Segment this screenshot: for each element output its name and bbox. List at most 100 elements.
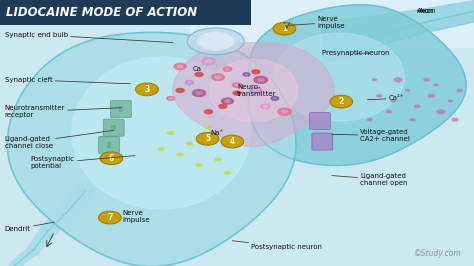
Circle shape — [232, 82, 242, 88]
Circle shape — [257, 78, 264, 82]
Circle shape — [376, 94, 383, 98]
Text: LIDOCAINE MODE OF ACTION: LIDOCAINE MODE OF ACTION — [6, 6, 197, 19]
Circle shape — [393, 77, 403, 82]
Text: 5: 5 — [205, 134, 210, 143]
FancyBboxPatch shape — [103, 119, 124, 136]
Polygon shape — [173, 43, 334, 147]
Circle shape — [196, 132, 219, 145]
Polygon shape — [248, 5, 466, 165]
Circle shape — [242, 72, 251, 77]
Text: Dendrit: Dendrit — [5, 222, 55, 232]
FancyBboxPatch shape — [190, 0, 474, 48]
Circle shape — [260, 103, 271, 109]
Circle shape — [192, 89, 206, 97]
Circle shape — [176, 152, 184, 156]
Circle shape — [100, 152, 123, 165]
Circle shape — [211, 73, 225, 81]
Circle shape — [281, 110, 288, 114]
Text: 3: 3 — [144, 85, 150, 94]
Polygon shape — [210, 59, 298, 122]
Text: 2: 2 — [338, 97, 344, 106]
Text: Neuro-
transmitter: Neuro- transmitter — [237, 84, 276, 97]
Circle shape — [234, 84, 240, 87]
Circle shape — [195, 163, 203, 167]
Circle shape — [433, 84, 439, 87]
Circle shape — [223, 66, 232, 72]
Circle shape — [273, 22, 296, 35]
FancyBboxPatch shape — [312, 133, 333, 150]
Circle shape — [385, 110, 392, 114]
Circle shape — [201, 57, 216, 65]
Text: Synaptic end bulb: Synaptic end bulb — [5, 32, 173, 43]
Circle shape — [205, 59, 212, 63]
Circle shape — [410, 118, 415, 121]
Circle shape — [173, 63, 187, 70]
Circle shape — [245, 73, 248, 76]
Circle shape — [157, 147, 165, 151]
Circle shape — [405, 89, 410, 92]
Circle shape — [251, 69, 261, 74]
Text: Axon: Axon — [419, 8, 436, 14]
Circle shape — [215, 75, 221, 79]
Text: Voltage-gated
CA2+ channel: Voltage-gated CA2+ channel — [332, 129, 410, 142]
Text: 7: 7 — [107, 213, 113, 222]
Text: Ligand-gated
channel open: Ligand-gated channel open — [332, 173, 408, 186]
Circle shape — [250, 87, 262, 94]
Text: Nerve
impulse: Nerve impulse — [122, 210, 150, 223]
Text: 4: 4 — [229, 137, 235, 146]
Text: Postsynaptic neuron: Postsynaptic neuron — [232, 241, 322, 250]
Ellipse shape — [197, 32, 235, 51]
Text: Ligand-gated
channel close: Ligand-gated channel close — [5, 130, 114, 149]
FancyBboxPatch shape — [110, 101, 131, 118]
Circle shape — [414, 105, 420, 108]
Circle shape — [218, 104, 228, 109]
Text: Ca: Ca — [192, 66, 201, 72]
FancyBboxPatch shape — [118, 106, 123, 112]
Circle shape — [214, 157, 222, 162]
Circle shape — [205, 126, 212, 130]
Circle shape — [330, 95, 353, 108]
Text: 1: 1 — [282, 24, 287, 33]
Circle shape — [273, 97, 277, 100]
Text: ©Study.com: ©Study.com — [414, 249, 462, 258]
Text: Na⁺: Na⁺ — [210, 130, 224, 136]
Text: Postsynaptic
potential: Postsynaptic potential — [31, 156, 135, 169]
Text: Nerve
impulse: Nerve impulse — [289, 16, 345, 29]
Polygon shape — [8, 32, 296, 266]
Circle shape — [204, 109, 213, 114]
Circle shape — [263, 105, 268, 108]
Circle shape — [224, 171, 231, 175]
FancyBboxPatch shape — [310, 113, 330, 130]
Circle shape — [372, 78, 377, 81]
Text: Ca²⁺: Ca²⁺ — [367, 95, 404, 101]
Circle shape — [225, 68, 230, 70]
FancyBboxPatch shape — [111, 125, 116, 130]
Circle shape — [277, 107, 292, 116]
Circle shape — [186, 142, 193, 146]
Circle shape — [221, 135, 244, 148]
FancyBboxPatch shape — [99, 136, 119, 153]
Polygon shape — [273, 33, 404, 121]
FancyBboxPatch shape — [0, 0, 251, 25]
Circle shape — [451, 118, 459, 122]
Circle shape — [195, 91, 203, 95]
Circle shape — [253, 89, 259, 92]
Text: 6: 6 — [109, 154, 114, 163]
Circle shape — [167, 131, 174, 135]
Text: Presynaptic neuron: Presynaptic neuron — [322, 50, 390, 56]
Circle shape — [187, 81, 192, 84]
Circle shape — [391, 99, 396, 103]
Text: Synaptic cleft: Synaptic cleft — [5, 77, 130, 84]
Circle shape — [194, 72, 204, 77]
Circle shape — [224, 99, 231, 103]
Circle shape — [166, 96, 175, 101]
Circle shape — [99, 211, 121, 224]
Circle shape — [168, 97, 173, 100]
Circle shape — [253, 76, 268, 84]
Circle shape — [185, 80, 194, 85]
Circle shape — [456, 89, 463, 92]
Circle shape — [271, 96, 279, 101]
Circle shape — [232, 90, 242, 96]
Ellipse shape — [187, 28, 244, 55]
Circle shape — [221, 97, 234, 105]
